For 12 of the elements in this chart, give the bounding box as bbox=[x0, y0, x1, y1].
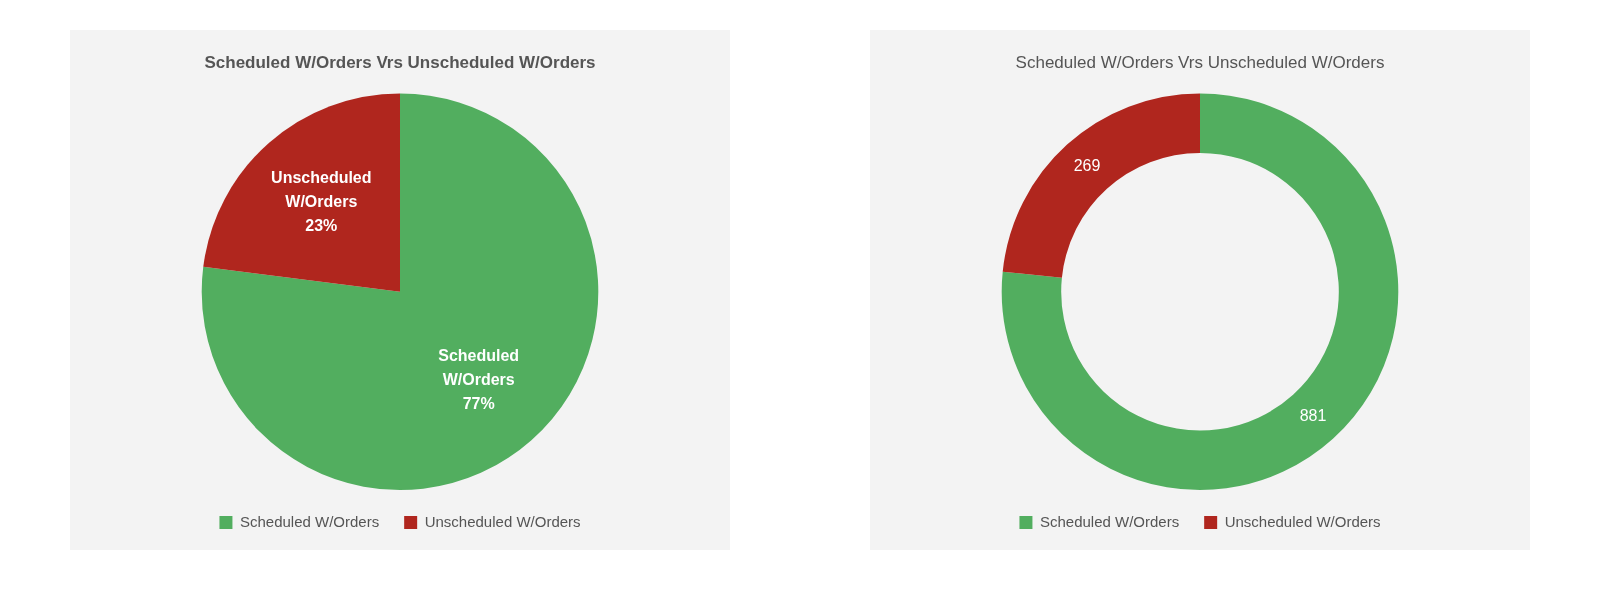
slice-label: Scheduled W/Orders bbox=[438, 347, 520, 389]
chart-title: Scheduled W/Orders Vrs Unscheduled W/Orders bbox=[1015, 52, 1385, 72]
data-label: 881 bbox=[1299, 407, 1327, 425]
legend-label: Unscheduled W/Orders bbox=[1224, 512, 1381, 530]
slice-label: Unscheduled W/Orders bbox=[271, 168, 372, 210]
data-label: 23% bbox=[305, 216, 338, 234]
data-label: 77% bbox=[462, 395, 495, 413]
data-label: 269 bbox=[1073, 157, 1101, 175]
legend-label: Unscheduled W/Orders bbox=[424, 512, 581, 530]
legend-label: Scheduled W/Orders bbox=[239, 512, 380, 530]
chart-title: Scheduled W/Orders Vrs Unscheduled W/Orders bbox=[204, 52, 596, 72]
legend-label: Scheduled W/Orders bbox=[1039, 512, 1180, 530]
